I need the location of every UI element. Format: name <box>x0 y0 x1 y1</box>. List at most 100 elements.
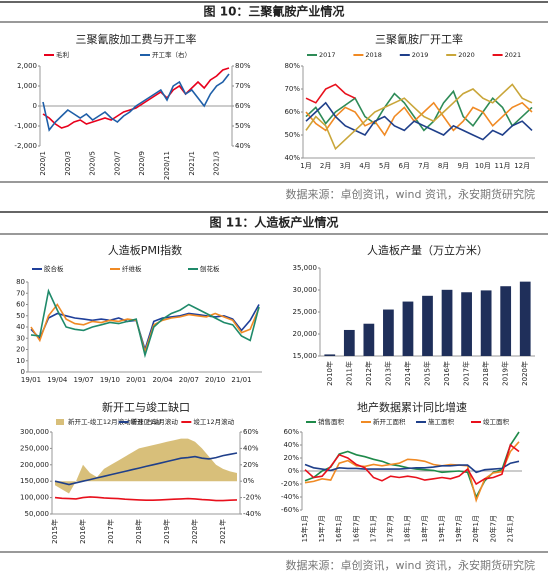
x-tick-label: 10月 <box>475 162 491 170</box>
y-tick-label: 20,000 <box>293 330 318 338</box>
x-tick-label: 18年7月 <box>420 515 429 542</box>
legend-label: 竣工12月滚动 <box>193 417 234 426</box>
line <box>305 101 533 141</box>
legend-label: 新开工面积 <box>373 417 406 426</box>
y-tick-label: 50,000 <box>25 510 50 518</box>
legend-label: 施工面积 <box>428 417 455 426</box>
line <box>54 496 238 502</box>
x-tick-label: 15年1月 <box>300 515 309 542</box>
x-tick-label: 6月 <box>399 162 410 170</box>
y-tick-label: 0 <box>21 368 25 376</box>
y2-tick-label: 20% <box>243 461 259 469</box>
y-tick-label: -20% <box>281 480 299 488</box>
x-tick-label: 12月 <box>514 162 530 170</box>
line <box>30 288 260 359</box>
x-tick-label: 19年7月 <box>454 515 463 542</box>
bar <box>422 295 433 356</box>
y-tick-label: -60% <box>281 506 299 514</box>
x-tick-label: 2014年 <box>403 361 412 386</box>
x-tick-label: 2018年 <box>481 361 490 386</box>
y-tick-label: 100,000 <box>20 494 49 502</box>
x-tick-label: 21年1月 <box>505 515 514 542</box>
y-tick-label: 200,000 <box>20 461 49 469</box>
x-tick-label: 19/10 <box>100 376 120 384</box>
line <box>42 67 230 129</box>
x-tick-label: 9月 <box>457 162 468 170</box>
x-tick-label: 1月 <box>300 162 311 170</box>
y2-tick-label: 70% <box>235 82 251 90</box>
bar <box>461 292 472 356</box>
y2-tick-label: 80% <box>235 62 251 70</box>
y-tick-label: 250,000 <box>20 444 49 452</box>
legend-label: 2019 <box>412 51 429 59</box>
y-tick-label: 60 <box>16 301 25 309</box>
x-tick-label: 15年7月 <box>317 515 326 542</box>
y2-tick-label: 0% <box>243 477 254 485</box>
x-tick-label: 19/04 <box>47 376 68 384</box>
y-tick-label: 2,000 <box>17 62 37 70</box>
y-tick-label: 30 <box>16 334 25 342</box>
legend-label: 胶合板 <box>44 264 64 273</box>
x-tick-label: 20年7月 <box>488 515 497 542</box>
x-tick-label: 8月 <box>438 162 449 170</box>
x-tick-label: 19年1月 <box>437 515 446 542</box>
legend-label: 2021 <box>505 51 522 59</box>
x-tick-label: 2021/3 <box>213 151 221 176</box>
y-tick-label: 0 <box>33 102 37 110</box>
chart-title: 三聚氰胺厂开工率 <box>375 32 463 46</box>
legend-label: 毛利 <box>56 50 69 59</box>
x-tick-label: 2011年 <box>344 361 353 386</box>
x-tick-label: 20/10 <box>205 376 225 384</box>
bar <box>480 290 492 356</box>
figure-title: 图 11：人造板产业情况 <box>210 215 339 230</box>
bar <box>324 354 336 356</box>
x-tick-label: 17年7月 <box>386 515 395 542</box>
y-tick-label: 1,000 <box>17 82 37 90</box>
y-tick-label: 150,000 <box>20 477 49 485</box>
x-tick-label: 2015年 <box>423 361 432 386</box>
y-tick-label: 80% <box>284 62 300 70</box>
x-tick-label: 18年1月 <box>403 515 412 542</box>
x-tick-label: 16年1月 <box>334 515 343 542</box>
x-tick-label: 2月 <box>320 162 331 170</box>
x-tick-label: 2019年 <box>501 361 510 386</box>
y-tick-label: -40% <box>281 493 299 501</box>
bar <box>363 323 375 356</box>
chart-title: 人造板产量（万立方米） <box>367 243 488 257</box>
x-tick-label: 2020/5 <box>89 151 97 176</box>
chart-title: 新开工与竣工缺口 <box>102 400 190 414</box>
x-tick-label: 2021年 <box>218 519 227 544</box>
x-tick-label: 20/07 <box>179 376 199 384</box>
line <box>42 73 230 132</box>
legend-label: 销售面积 <box>318 417 345 426</box>
line <box>305 83 533 151</box>
x-tick-label: 2020/1 <box>39 151 47 176</box>
x-tick-label: 20年1月 <box>471 515 480 542</box>
y2-tick-label: 40% <box>235 142 251 150</box>
bar <box>441 289 453 356</box>
x-tick-label: 19/07 <box>74 376 94 384</box>
y2-tick-label: 60% <box>235 102 251 110</box>
bar <box>343 329 355 356</box>
y-tick-label: 35,000 <box>293 264 318 272</box>
line <box>304 441 520 503</box>
y-tick-label: 30,000 <box>293 286 318 294</box>
y-tick-label: 70% <box>284 85 300 93</box>
legend-label: 刨花板 <box>200 264 220 273</box>
bar <box>519 281 531 356</box>
legend-label: 2018 <box>365 51 382 59</box>
x-tick-label: 2017年 <box>462 361 471 386</box>
chart-title: 人造板PMI指数 <box>108 243 182 257</box>
line <box>304 443 520 486</box>
line <box>305 101 533 137</box>
legend-label: 2017 <box>319 51 336 59</box>
line <box>304 431 520 499</box>
x-tick-label: 4月 <box>359 162 370 170</box>
x-tick-label: 2016年 <box>442 361 451 386</box>
x-tick-label: 7月 <box>418 162 429 170</box>
y-tick-label: 70 <box>16 289 25 297</box>
legend-swatch <box>56 419 64 425</box>
legend-label: 开工率（右） <box>152 50 191 59</box>
y-tick-label: 300,000 <box>20 428 49 436</box>
